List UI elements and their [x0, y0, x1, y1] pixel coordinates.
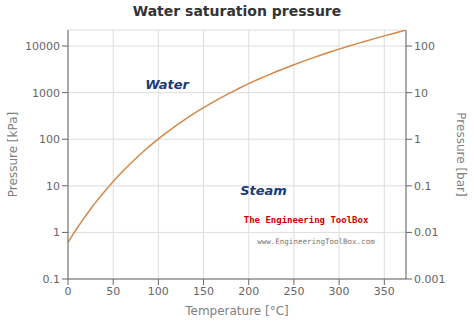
svg-text:0.01: 0.01: [414, 226, 439, 239]
html-text:The Engineering ToolBox: The Engineering ToolBox: [243, 215, 369, 226]
svg-text:1: 1: [414, 133, 421, 146]
svg-text:1000: 1000: [32, 87, 60, 100]
svg-text:10: 10: [414, 87, 428, 100]
svg-text:10: 10: [46, 180, 60, 193]
svg-text:100: 100: [148, 285, 169, 298]
svg-text:300: 300: [329, 285, 350, 298]
svg-text:0: 0: [65, 285, 72, 298]
svg-text:250: 250: [283, 285, 304, 298]
svg-text:Water: Water: [145, 77, 190, 92]
svg-text:100: 100: [39, 133, 60, 146]
svg-text:Temperature [°C]: Temperature [°C]: [184, 304, 289, 318]
svg-text:Pressure [kPa]: Pressure [kPa]: [8, 112, 20, 197]
svg-text:0.1: 0.1: [414, 180, 432, 193]
svg-text:0.001: 0.001: [414, 273, 446, 286]
html-text:www.EngineeringToolBox.com: www.EngineeringToolBox.com: [257, 236, 375, 246]
svg-text:Pressure [bar]: Pressure [bar]: [454, 112, 466, 196]
svg-text:Steam: Steam: [240, 183, 287, 198]
svg-text:200: 200: [238, 285, 259, 298]
svg-text:1: 1: [53, 226, 60, 239]
svg-text:100: 100: [414, 40, 435, 53]
html-text:Water saturation pressure: Water saturation pressure: [132, 3, 342, 19]
svg-text:350: 350: [374, 285, 395, 298]
svg-text:0.1: 0.1: [43, 273, 61, 286]
svg-text:50: 50: [106, 285, 120, 298]
svg-text:150: 150: [193, 285, 214, 298]
svg-text:10000: 10000: [25, 40, 60, 53]
